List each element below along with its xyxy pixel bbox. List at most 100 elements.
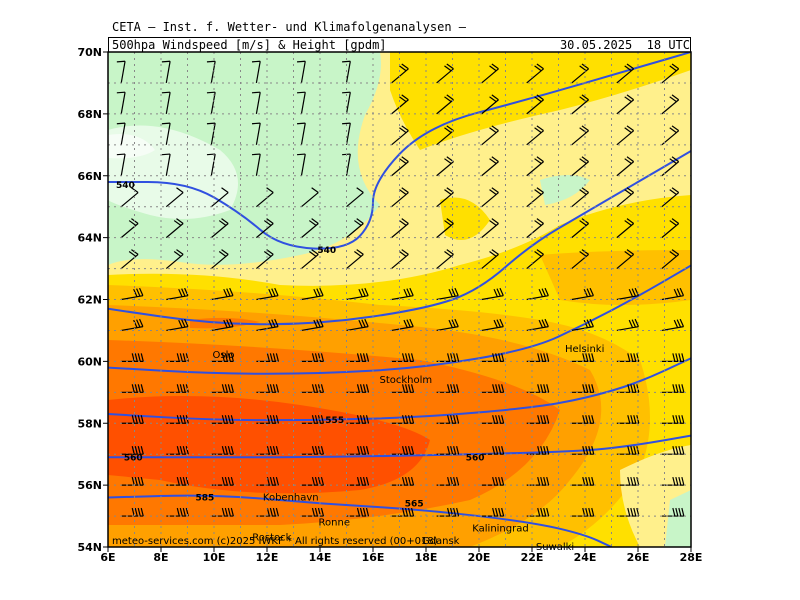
wind-barb (301, 187, 319, 208)
wind-barb (661, 218, 680, 239)
wind-barb (166, 287, 189, 301)
wind-barb (481, 249, 499, 270)
lat-tick-label: 64N (77, 232, 102, 245)
wind-barb (481, 318, 504, 332)
contour-label: 560 (466, 453, 485, 463)
wind-barb (346, 415, 370, 424)
wind-barb (661, 287, 685, 301)
wind-barb (121, 318, 144, 332)
lon-tick-label: 14E (309, 551, 332, 564)
wind-barb (256, 507, 279, 517)
wind-barb (481, 287, 504, 301)
wind-barb (161, 60, 171, 84)
wind-barb (116, 91, 126, 114)
wind-barb (616, 218, 635, 239)
wind-barb (256, 353, 279, 362)
city-label: Helsinki (565, 344, 604, 355)
wind-barb (116, 60, 126, 84)
lat-tick-label: 62N (77, 294, 102, 307)
wind-barb (165, 218, 184, 239)
height-contour-line (108, 494, 612, 547)
wind-barb (661, 249, 680, 270)
contour-label: 555 (325, 416, 344, 426)
lon-tick-label: 22E (521, 551, 544, 564)
lat-tick-label: 54N (77, 541, 102, 554)
wind-barb (346, 287, 369, 301)
datetime-label: 30.05.2025 18 UTC (559, 38, 690, 52)
height-contour-line (108, 357, 691, 422)
wind-barb (481, 94, 499, 115)
wind-barb (251, 153, 261, 176)
lat-tick-label: 66N (77, 170, 102, 183)
wind-barb (301, 249, 319, 270)
wind-barb (346, 187, 364, 208)
city-label: Gdansk (422, 536, 460, 547)
wind-barb (571, 156, 589, 177)
wind-barb (436, 384, 460, 393)
lon-tick-label: 18E (415, 551, 438, 564)
wind-barb (346, 507, 370, 517)
lat-tick-label: 60N (77, 355, 102, 368)
wind-barb (161, 91, 171, 114)
contour-label: 540 (116, 181, 135, 191)
city-label: Stockholm (380, 375, 433, 386)
copyright-text: meteo-services.com (c)2025 IWKF * All ri… (112, 536, 438, 547)
lat-tick-label: 58N (77, 417, 102, 430)
lon-tick-label: 10E (203, 551, 226, 564)
wind-barb (166, 318, 189, 332)
wind-barb (342, 91, 351, 114)
wind-barb (436, 287, 459, 301)
wind-barb (661, 187, 680, 208)
wind-barb (346, 249, 364, 270)
wind-barb (526, 249, 544, 270)
wind-barb (391, 63, 409, 84)
wind-barb (436, 353, 460, 362)
wind-barb (301, 218, 319, 239)
wind-barb (616, 353, 640, 362)
wind-barb (161, 153, 171, 176)
wind-barb (526, 218, 544, 239)
city-label: Oslo (213, 350, 235, 361)
wind-barb (526, 318, 549, 332)
contour-label: 585 (195, 494, 214, 504)
wind-barb (346, 476, 370, 486)
wind-barb (211, 415, 234, 424)
lon-tick-label: 12E (256, 551, 279, 564)
latitude-ticks: 70N 68N 66N 64N 62N 60N 58N 56N 54N (77, 46, 108, 554)
wind-barb (391, 156, 409, 177)
wind-barb (210, 218, 229, 239)
wind-barb (436, 249, 454, 270)
wind-barb (436, 125, 454, 146)
wind-barb (526, 353, 550, 362)
wind-barb (481, 125, 499, 146)
chart-title: CETA – Inst. f. Wetter- und Klimafolgena… (112, 20, 467, 34)
wind-barb (526, 287, 549, 301)
wind-barb (256, 446, 279, 455)
wind-barb (571, 63, 589, 84)
wind-barb (297, 60, 306, 84)
wind-barb (256, 287, 279, 301)
contour-label: 565 (405, 500, 424, 510)
wind-barb (616, 249, 635, 270)
wind-barb (256, 476, 279, 486)
wind-barb (571, 446, 595, 455)
lon-tick-label: 26E (627, 551, 650, 564)
wind-barb (526, 415, 550, 424)
wind-barb (481, 156, 499, 177)
wind-barb (616, 446, 640, 455)
wind-barb (571, 287, 594, 301)
chart-subtitle: 500hpa Windspeed [m/s] & Height [gpdm] (112, 38, 387, 52)
wind-barb (526, 476, 550, 486)
wind-barb (436, 446, 460, 455)
wind-barb (526, 94, 544, 115)
contour-label: 540 (317, 246, 336, 256)
wind-barb (165, 187, 184, 208)
wind-barb (301, 318, 324, 332)
wind-barb (481, 218, 499, 239)
wind-barb (661, 353, 685, 362)
wind-barb (346, 384, 370, 393)
wind-barb (346, 218, 364, 239)
wind-barb (251, 122, 261, 145)
wind-barb (616, 187, 635, 208)
wind-barb (211, 318, 234, 332)
